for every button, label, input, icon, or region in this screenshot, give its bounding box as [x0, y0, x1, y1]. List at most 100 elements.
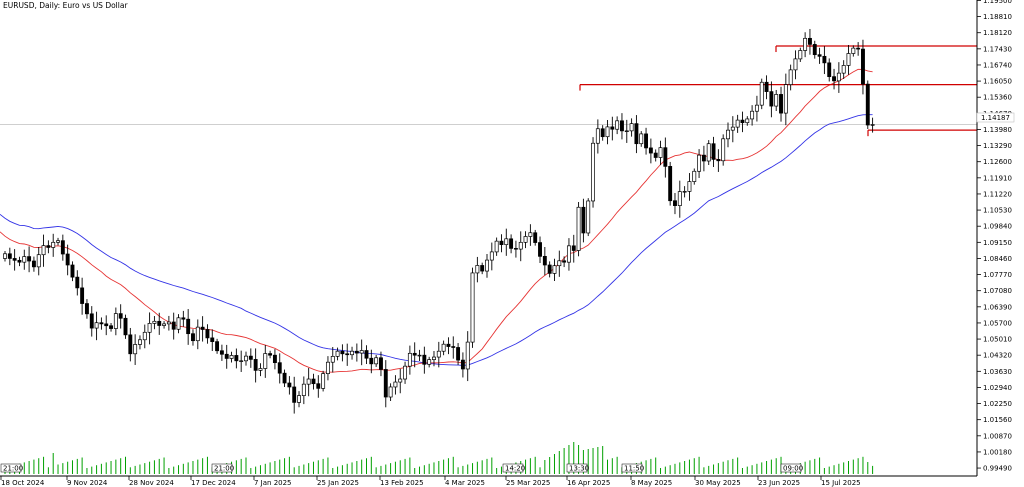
candlestick[interactable] — [798, 47, 803, 62]
candlestick[interactable] — [542, 246, 547, 276]
candlestick[interactable] — [861, 39, 865, 95]
candlestick[interactable] — [306, 368, 311, 397]
candlestick[interactable] — [253, 348, 258, 383]
candlestick[interactable] — [258, 363, 263, 377]
candlestick[interactable] — [788, 64, 793, 91]
candlestick[interactable] — [518, 231, 523, 262]
candlestick[interactable] — [576, 202, 581, 257]
candlestick[interactable] — [754, 95, 759, 122]
candlestick[interactable] — [345, 343, 350, 366]
candlestick[interactable] — [783, 73, 788, 126]
candlestick[interactable] — [162, 321, 167, 329]
candlestick[interactable] — [17, 256, 22, 267]
candlestick[interactable] — [769, 81, 774, 118]
candlestick[interactable] — [846, 44, 851, 75]
candlestick[interactable] — [432, 350, 436, 367]
candlestick[interactable] — [774, 89, 779, 111]
candlestick[interactable] — [388, 383, 393, 402]
candlestick[interactable] — [354, 343, 359, 362]
candlestick[interactable] — [494, 237, 499, 256]
candlestick[interactable] — [513, 240, 518, 258]
candlestick[interactable] — [22, 249, 27, 270]
candlestick[interactable] — [244, 351, 248, 366]
candlestick[interactable] — [176, 314, 181, 334]
candlestick[interactable] — [566, 238, 571, 271]
candlestick[interactable] — [195, 319, 200, 350]
candlestick[interactable] — [697, 149, 702, 178]
candlestick[interactable] — [94, 311, 99, 341]
candlestick[interactable] — [504, 228, 509, 256]
candlestick[interactable] — [750, 105, 755, 126]
candlestick[interactable] — [335, 347, 340, 361]
candlestick[interactable] — [292, 376, 297, 414]
candlestick[interactable] — [764, 75, 769, 100]
price-axis[interactable]: 1.19500 1.18810 1.18120 1.17430 1.16740 1.160… — [977, 0, 1012, 473]
candlestick[interactable] — [118, 304, 123, 329]
candlestick[interactable] — [509, 234, 514, 254]
candlestick[interactable] — [475, 256, 480, 283]
candlestick[interactable] — [205, 324, 210, 344]
candlestick[interactable] — [12, 249, 17, 271]
candlestick[interactable] — [412, 342, 417, 368]
candlestick[interactable] — [113, 307, 118, 336]
candlestick[interactable] — [383, 360, 388, 408]
candlestick[interactable] — [171, 312, 176, 340]
candlestick[interactable] — [147, 312, 152, 345]
candlestick[interactable] — [701, 145, 706, 172]
candlestick[interactable] — [595, 119, 600, 154]
candlestick[interactable] — [56, 237, 60, 246]
candlestick[interactable] — [301, 376, 306, 405]
candlestick[interactable] — [263, 345, 268, 378]
candlestick[interactable] — [721, 134, 726, 166]
candlestick[interactable] — [191, 329, 195, 346]
candlestick[interactable] — [870, 117, 875, 133]
candlestick[interactable] — [489, 242, 494, 271]
candlestick[interactable] — [841, 60, 846, 79]
candlestick[interactable] — [822, 46, 827, 75]
candlestick[interactable] — [297, 391, 301, 408]
candlestick[interactable] — [277, 353, 282, 384]
candlestick[interactable] — [711, 136, 716, 167]
candlestick[interactable] — [465, 331, 470, 382]
candlestick[interactable] — [379, 351, 383, 377]
candlestick[interactable] — [75, 270, 80, 296]
candlestick[interactable] — [759, 78, 764, 110]
candlestick[interactable] — [591, 137, 595, 208]
candlestick[interactable] — [716, 149, 721, 172]
candlestick[interactable] — [456, 343, 461, 365]
candlestick[interactable] — [369, 349, 374, 374]
candlestick[interactable] — [41, 234, 46, 267]
candlestick[interactable] — [470, 267, 475, 348]
candlestick[interactable] — [687, 173, 692, 201]
candlestick[interactable] — [827, 58, 832, 82]
candlestick[interactable] — [272, 349, 277, 370]
candlestick[interactable] — [142, 324, 147, 349]
candlestick[interactable] — [89, 306, 94, 337]
candlestick[interactable] — [239, 350, 244, 372]
candlestick[interactable] — [181, 310, 186, 327]
candlestick[interactable] — [562, 256, 567, 268]
candlestick[interactable] — [528, 224, 533, 246]
candlestick[interactable] — [793, 50, 798, 80]
candlestick[interactable] — [480, 262, 485, 275]
candlestick[interactable] — [856, 42, 861, 56]
candlestick[interactable] — [321, 370, 326, 392]
candlestick[interactable] — [65, 244, 70, 276]
candlestick[interactable] — [523, 231, 528, 249]
candlestick[interactable] — [407, 345, 412, 375]
candlestick[interactable] — [446, 337, 451, 355]
time-axis[interactable]: 18 Oct 2024 9 Nov 2024 28 Nov 2024 17 Dec 2… — [0, 476, 861, 487]
candlestick[interactable] — [287, 376, 292, 395]
candlestick[interactable] — [234, 348, 239, 369]
candlestick[interactable] — [157, 312, 162, 335]
candlestick[interactable] — [268, 350, 273, 359]
candlestick[interactable] — [552, 258, 557, 281]
candlestick[interactable] — [610, 116, 615, 141]
candlestick[interactable] — [624, 119, 629, 143]
candlestick[interactable] — [152, 316, 157, 330]
candlestick[interactable] — [316, 375, 321, 398]
candlestick[interactable] — [422, 346, 427, 374]
candlestick[interactable] — [803, 32, 808, 58]
candlestick[interactable] — [374, 354, 379, 367]
